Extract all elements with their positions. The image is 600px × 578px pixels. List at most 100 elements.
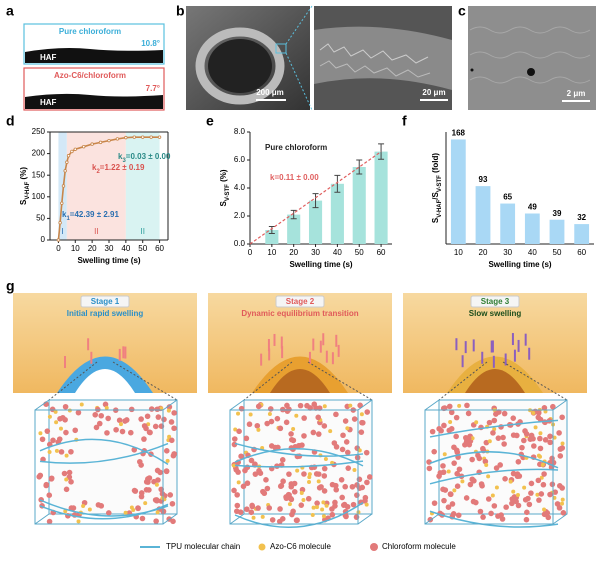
error-bar — [290, 209, 297, 220]
value-label: 39 — [553, 209, 562, 218]
molecule — [286, 471, 292, 477]
value-label: 93 — [479, 175, 488, 184]
bar — [352, 167, 366, 244]
panel-label: g — [6, 278, 15, 294]
molecule — [523, 516, 530, 523]
molecule — [240, 483, 247, 490]
value-label: 168 — [452, 129, 466, 138]
molecule — [168, 419, 175, 425]
molecule — [344, 449, 351, 456]
molecule — [269, 517, 276, 523]
bar — [374, 151, 388, 244]
molecule — [166, 408, 171, 413]
molecule — [451, 460, 457, 466]
molecule — [354, 492, 360, 498]
text-part: S — [219, 201, 228, 207]
molecule — [426, 465, 433, 472]
molecule — [436, 425, 442, 432]
molecule — [328, 429, 333, 434]
molecule — [470, 436, 475, 441]
bar — [475, 186, 491, 244]
y-tick-label: 4.0 — [234, 183, 246, 192]
molecule — [266, 505, 273, 511]
molecule — [310, 429, 317, 436]
molecule — [105, 415, 111, 422]
point — [115, 137, 120, 141]
molecule — [244, 506, 250, 513]
region-label: I — [62, 227, 64, 236]
fit-line — [249, 151, 382, 245]
molecule — [58, 426, 63, 431]
molecule — [61, 470, 68, 477]
x-tick-label: 60 — [577, 248, 586, 257]
molecule — [81, 503, 86, 508]
molecule — [556, 430, 562, 436]
point — [70, 149, 74, 154]
molecule — [535, 477, 542, 484]
molecule — [321, 500, 326, 505]
molecule — [442, 452, 447, 457]
substrate: HAF — [40, 98, 57, 107]
molecule — [454, 449, 461, 456]
molecule — [495, 435, 502, 441]
molecule — [299, 490, 304, 495]
point — [157, 135, 162, 139]
molecule — [166, 404, 173, 410]
molecule — [537, 435, 543, 442]
panel-label: b — [176, 3, 185, 19]
molecule — [248, 457, 255, 464]
molecule — [510, 432, 517, 438]
condition: Pure chloroform — [59, 27, 121, 36]
molecule — [63, 429, 69, 436]
molecule — [161, 416, 167, 423]
molecule — [340, 432, 346, 439]
sem-image: 200 μm 20 μm — [186, 5, 452, 111]
molecule — [537, 445, 544, 452]
text-part: (fold) — [431, 153, 440, 176]
point — [61, 184, 66, 188]
molecule — [248, 412, 253, 417]
bar — [574, 224, 590, 244]
molecule — [535, 492, 540, 497]
panel-label: d — [6, 113, 15, 129]
molecule — [531, 443, 537, 449]
molecule — [339, 446, 346, 453]
molecule — [283, 419, 290, 426]
value-label: 65 — [503, 193, 512, 202]
molecule — [75, 409, 82, 416]
molecule — [289, 436, 295, 443]
molecule — [540, 462, 545, 467]
x-tick-label: 30 — [105, 244, 114, 253]
molecule — [163, 468, 170, 475]
bar — [287, 214, 301, 244]
molecule — [138, 462, 144, 468]
angle: 7.7° — [146, 84, 160, 93]
text-part: 2 — [96, 169, 100, 175]
molecule — [521, 437, 527, 444]
molecule — [446, 427, 453, 434]
illustrations: Stage 1 Initial rapid swelling Stage 2 Dyna… — [13, 293, 587, 529]
legend: TPU molecular chain Azo-C6 molecule Chlo… — [140, 542, 456, 551]
point — [124, 135, 128, 140]
annotation: k2=1.22 ± 0.19 — [92, 163, 145, 174]
bar — [308, 200, 323, 244]
molecule — [515, 458, 522, 465]
zoom-lines — [243, 361, 373, 401]
molecule — [324, 503, 329, 508]
molecule — [484, 463, 489, 468]
molecule — [526, 501, 533, 508]
panel-label: c — [458, 3, 466, 19]
molecule — [364, 479, 370, 486]
molecule — [357, 448, 362, 453]
molecule — [560, 497, 565, 502]
molecule — [57, 415, 63, 422]
molecule — [234, 502, 241, 509]
molecule — [268, 418, 275, 425]
annotation: Pure chloroform — [265, 143, 327, 152]
point — [66, 154, 71, 158]
molecule — [39, 436, 46, 443]
bar — [500, 203, 516, 244]
value-label: 49 — [528, 203, 537, 212]
molecule — [119, 428, 126, 435]
text-part: Pure chloroform — [265, 143, 327, 152]
